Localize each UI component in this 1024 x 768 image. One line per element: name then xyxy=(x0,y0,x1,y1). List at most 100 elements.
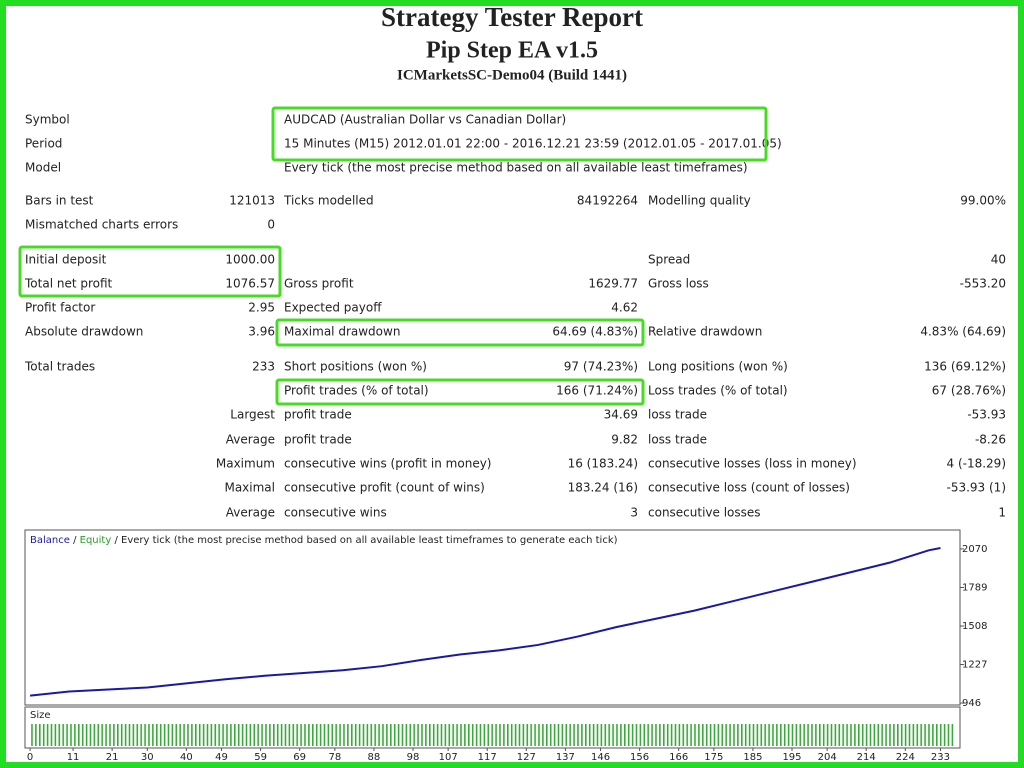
cell: 2.95 xyxy=(248,301,275,315)
cell: Total net profit xyxy=(24,277,113,291)
highlight xyxy=(18,245,282,298)
x-tick-label: 204 xyxy=(818,752,837,763)
cell: consecutive wins (profit in money) xyxy=(284,457,492,471)
y-tick-label: 1789 xyxy=(962,582,987,593)
cell: consecutive loss (count of losses) xyxy=(648,481,850,495)
cell: Expected payoff xyxy=(284,301,382,315)
x-tick-label: 59 xyxy=(254,752,267,763)
cell: Profit trades (% of total) xyxy=(284,384,429,398)
cell: Bars in test xyxy=(25,194,94,208)
x-tick-label: 98 xyxy=(407,752,420,763)
x-tick-label: 40 xyxy=(180,752,193,763)
cell: Mismatched charts errors xyxy=(25,218,178,232)
chart: 2070 1789 1508 1227 946 0 11 21 30 40 49 59 69 78 88 98… xyxy=(27,544,988,763)
x-tick-label: 88 xyxy=(368,752,381,763)
x-tick-label: 107 xyxy=(439,752,458,763)
x-tick-label: 21 xyxy=(106,752,119,763)
cell: 0 xyxy=(267,218,275,232)
cell: Long positions (won %) xyxy=(648,360,788,374)
y-tick-label: 946 xyxy=(962,698,981,709)
legend: Balance / Equity / Every tick (the most … xyxy=(30,535,618,546)
highlights xyxy=(18,106,768,406)
y-tick-label: 1227 xyxy=(962,660,987,671)
chart-area xyxy=(24,529,961,706)
cell: 9.82 xyxy=(611,433,638,447)
x-tick-label: 146 xyxy=(591,752,610,763)
x-tick-label: 127 xyxy=(517,752,536,763)
cell: Loss trades (% of total) xyxy=(648,384,788,398)
balance-line xyxy=(29,547,941,697)
cell: 4 (-18.29) xyxy=(947,457,1007,471)
stats-table: Symbol AUDCAD (Australian Dollar vs Canad… xyxy=(24,113,1006,520)
cell: Profit factor xyxy=(25,301,95,315)
cell: 4.83% (64.69) xyxy=(920,325,1006,339)
cell: 64.69 (4.83%) xyxy=(552,325,638,339)
cell: 3.96 xyxy=(248,325,275,339)
cell: profit trade xyxy=(284,408,352,422)
cell: -53.93 (1) xyxy=(947,481,1007,495)
cell: Ticks modelled xyxy=(283,194,374,208)
x-tick-label: 195 xyxy=(782,752,801,763)
cell: Maximal drawdown xyxy=(284,325,400,339)
legend-sep: / xyxy=(73,535,77,546)
cell: Modelling quality xyxy=(648,194,751,208)
cell: -553.20 xyxy=(960,277,1006,291)
cell: 99.00% xyxy=(960,194,1006,208)
highlight xyxy=(275,318,645,347)
cell: 15 Minutes (M15) 2012.01.01 22:00 - 2016… xyxy=(284,137,782,151)
cell: Short positions (won %) xyxy=(284,360,427,374)
x-tick-label: 137 xyxy=(556,752,575,763)
cell: 1076.57 xyxy=(225,277,275,291)
cell: 84192264 xyxy=(577,194,638,208)
cell: Spread xyxy=(648,253,690,267)
cell: 1 xyxy=(998,506,1006,520)
cell: Absolute drawdown xyxy=(25,325,143,339)
cell: 166 (71.24%) xyxy=(556,384,638,398)
legend-sep: / xyxy=(114,535,118,546)
cell: 16 (183.24) xyxy=(568,457,638,471)
cell: Every tick (the most precise method base… xyxy=(284,161,748,175)
build: ICMarketsSC-Demo04 (Build 1441) xyxy=(397,67,627,83)
legend-balance: Balance xyxy=(30,535,70,546)
cell: 1629.77 xyxy=(588,277,638,291)
y-tick-label: 1508 xyxy=(962,621,987,632)
subtitle: Pip Step EA v1.5 xyxy=(426,38,598,64)
cell: consecutive profit (count of wins) xyxy=(284,481,485,495)
cell: Gross profit xyxy=(284,277,354,291)
x-tick-label: 214 xyxy=(857,752,876,763)
cell: Maximal xyxy=(224,481,275,495)
x-tick-label: 30 xyxy=(141,752,154,763)
x-tick-label: 156 xyxy=(630,752,649,763)
legend-note: Every tick (the most precise method base… xyxy=(121,535,618,546)
cell: 1000.00 xyxy=(225,253,275,267)
cell: 233 xyxy=(252,360,275,374)
cell: 3 xyxy=(630,506,638,520)
cell: 121013 xyxy=(229,194,275,208)
x-tick-label: 49 xyxy=(215,752,228,763)
legend-equity: Equity xyxy=(80,535,112,546)
cell: Model xyxy=(25,161,61,175)
cell: AUDCAD (Australian Dollar vs Canadian Do… xyxy=(284,113,566,127)
x-tick-label: 0 xyxy=(27,752,33,763)
size-label: Size xyxy=(30,710,51,721)
cell: -53.93 xyxy=(967,408,1006,422)
cell: Average xyxy=(226,506,275,520)
x-tick-label: 117 xyxy=(478,752,497,763)
title: Strategy Tester Report xyxy=(381,2,643,32)
cell: Total trades xyxy=(24,360,95,374)
cell: loss trade xyxy=(648,408,707,422)
cell: 97 (74.23%) xyxy=(564,360,638,374)
x-tick-label: 69 xyxy=(293,752,306,763)
x-tick-label: 185 xyxy=(743,752,762,763)
cell: 4.62 xyxy=(611,301,638,315)
cell: 136 (69.12%) xyxy=(924,360,1006,374)
cell: -8.26 xyxy=(975,433,1006,447)
cell: Relative drawdown xyxy=(648,325,762,339)
highlight xyxy=(275,378,645,406)
x-tick-label: 11 xyxy=(67,752,80,763)
cell: Largest xyxy=(230,408,275,422)
x-tick-label: 224 xyxy=(896,752,915,763)
size-bars xyxy=(30,724,955,746)
cell: Maximum xyxy=(216,457,275,471)
